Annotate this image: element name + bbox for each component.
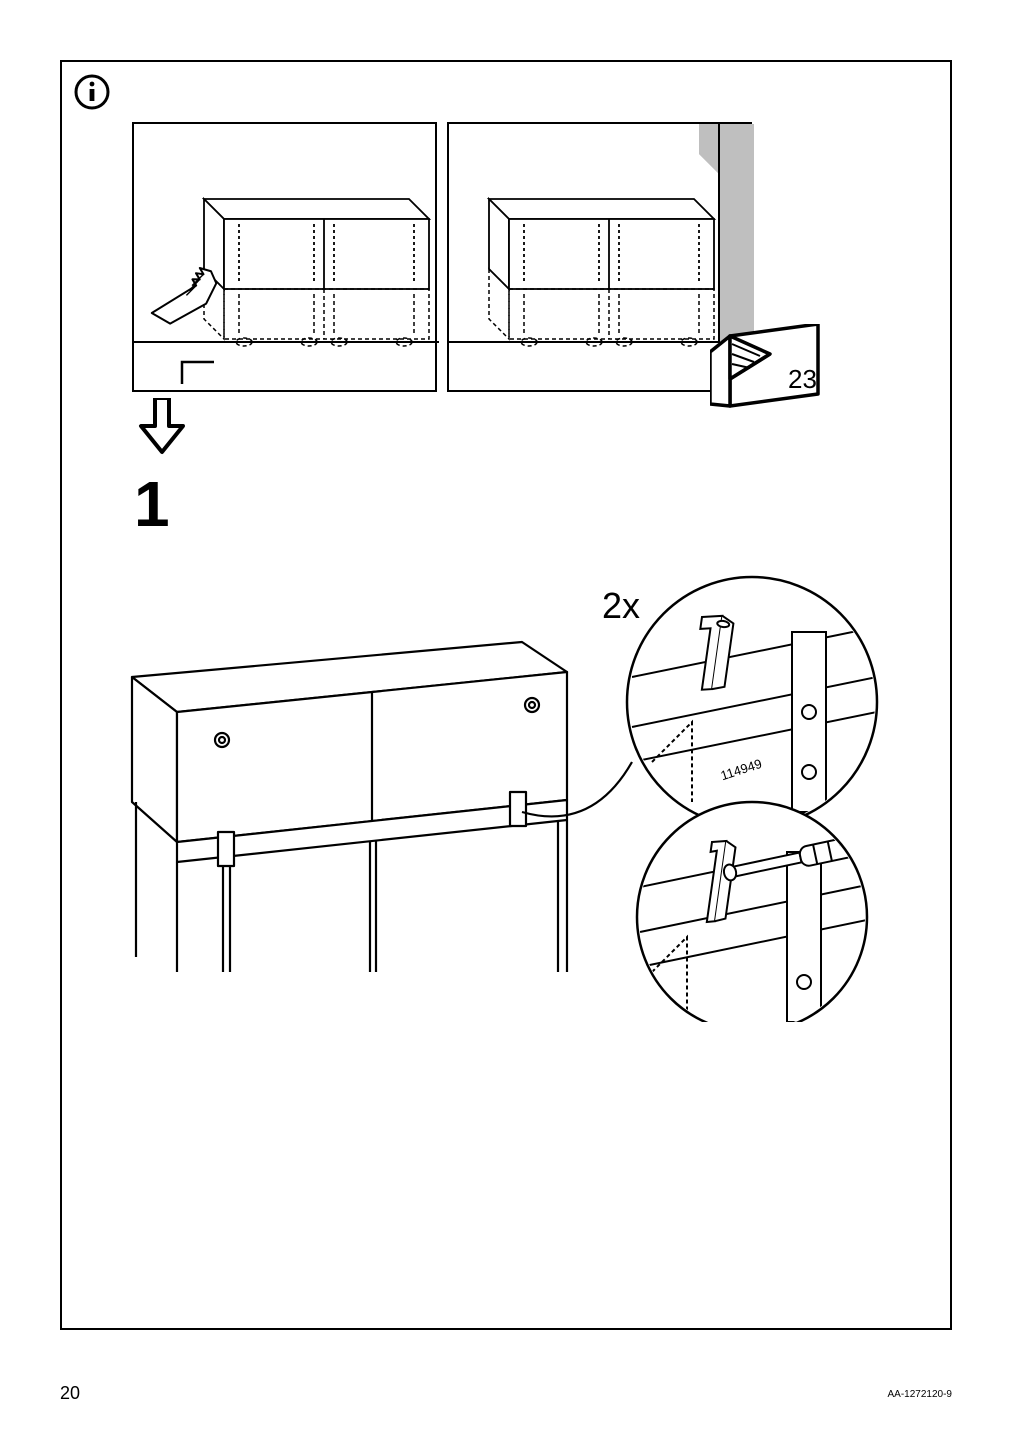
arrow-down-icon — [137, 398, 187, 458]
quantity-label: 2x — [602, 585, 640, 627]
assembly-drawing — [92, 562, 922, 1022]
option-panel-wallmount — [447, 122, 752, 392]
option-panel-freestanding — [132, 122, 437, 392]
info-icon — [72, 72, 112, 112]
page-reference-number: 23 — [788, 364, 817, 395]
step-number: 1 — [134, 467, 170, 541]
document-id: AA-1272120-9 — [888, 1389, 953, 1400]
page-number: 20 — [60, 1383, 80, 1404]
page-reference-icon: 23 — [710, 324, 830, 409]
content-frame: 23 1 — [60, 60, 952, 1330]
instruction-page: 23 1 — [0, 0, 1012, 1432]
